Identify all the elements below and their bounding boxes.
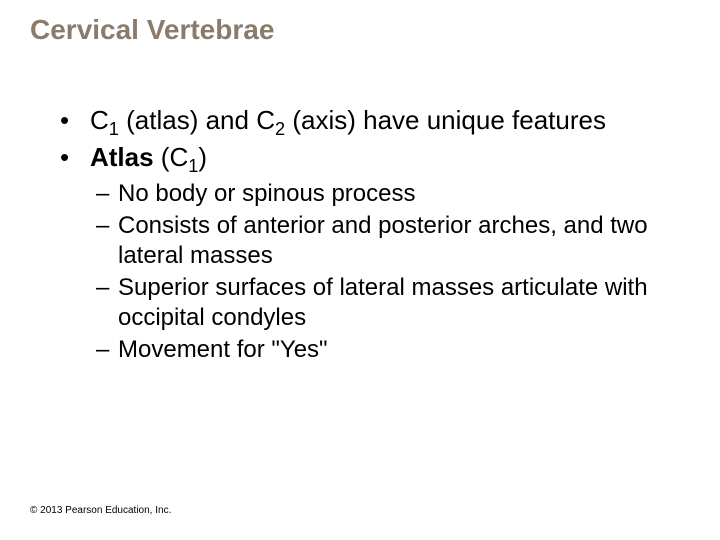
bullet-2: Atlas (C1) No body or spinous process Co… bbox=[60, 141, 680, 366]
bullet-1-sub-1: 1 bbox=[109, 119, 119, 139]
bullet-2-bold: Atlas bbox=[90, 142, 154, 172]
slide-title: Cervical Vertebrae bbox=[0, 0, 720, 46]
bullet-1-text-a: C bbox=[90, 105, 109, 135]
copyright-text: © 2013 Pearson Education, Inc. bbox=[30, 505, 171, 516]
slide-content: C1 (atlas) and C2 (axis) have unique fea… bbox=[0, 46, 720, 365]
bullet-list-level1: C1 (atlas) and C2 (axis) have unique fea… bbox=[60, 104, 680, 365]
bullet-list-level2: No body or spinous process Consists of a… bbox=[90, 179, 680, 365]
bullet-2-text-a: (C bbox=[154, 142, 189, 172]
bullet-1: C1 (atlas) and C2 (axis) have unique fea… bbox=[60, 104, 680, 137]
bullet-1-sub-2: 2 bbox=[275, 119, 285, 139]
sub-bullet-1: No body or spinous process bbox=[96, 179, 680, 209]
bullet-2-text-b: ) bbox=[198, 142, 207, 172]
sub-bullet-3: Superior surfaces of lateral masses arti… bbox=[96, 273, 680, 333]
bullet-1-text-c: (axis) have unique features bbox=[285, 105, 606, 135]
bullet-1-text-b: (atlas) and C bbox=[119, 105, 275, 135]
sub-bullet-2: Consists of anterior and posterior arche… bbox=[96, 211, 680, 271]
sub-bullet-4: Movement for "Yes" bbox=[96, 335, 680, 365]
bullet-2-sub-1: 1 bbox=[188, 156, 198, 176]
